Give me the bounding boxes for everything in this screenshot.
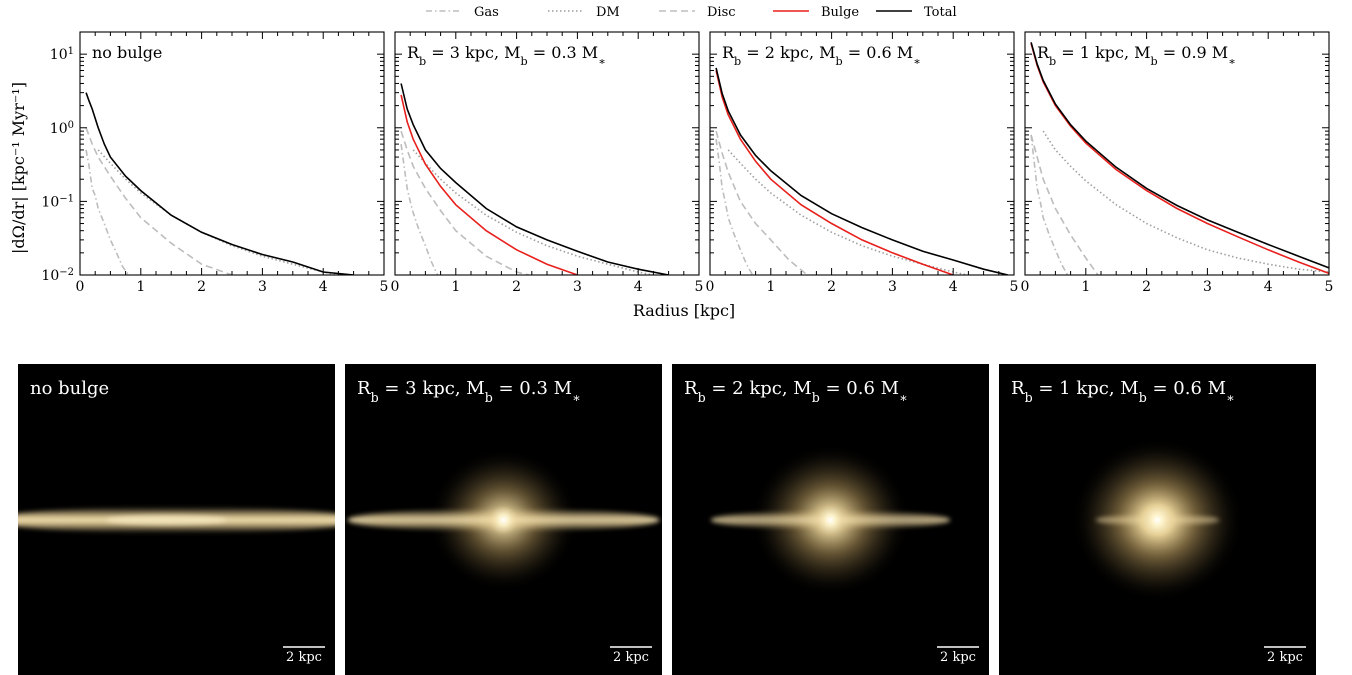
axes-frame (1024, 31, 1330, 276)
y-tick-label: 10−1 (41, 193, 74, 211)
series-total (715, 67, 1009, 275)
panel-label: Rb = 3 kpc, Mb = 0.3 M∗ (407, 43, 606, 68)
series-dm (1042, 130, 1329, 273)
x-tick-label: 0 (391, 279, 400, 295)
y-tick-label: 101 (50, 46, 74, 64)
x-tick-label: 1 (1081, 279, 1090, 295)
panel-curves (400, 83, 669, 275)
series-dm (412, 149, 657, 275)
legend-item-bulge: Bulge (773, 5, 859, 20)
series-bulge (400, 94, 578, 275)
x-tick-label: 2 (827, 279, 836, 295)
legend-label: Bulge (821, 5, 859, 20)
panel-label: Rb = 2 kpc, Mb = 0.6 M∗ (722, 43, 921, 68)
x-tick-label: 1 (766, 279, 775, 295)
series-gas (85, 149, 130, 275)
galaxy-image-2: Rb = 3 kpc, Mb = 0.3 M∗ 2 kpc (345, 364, 662, 675)
y-axis-label: |dΩ/dr| [kpc⁻¹ Myr⁻¹] (9, 82, 28, 254)
x-tick-label: 2 (512, 279, 521, 295)
galaxy-image-1: no bulge 2 kpc (18, 364, 335, 675)
panel-label: no bulge (92, 43, 162, 62)
series-disc (1030, 134, 1099, 275)
series-gas (400, 143, 439, 275)
series-disc (85, 127, 233, 275)
galaxy-core (1143, 506, 1172, 534)
x-axis-label: Radius [kpc] (633, 301, 735, 320)
series-gas (715, 139, 754, 275)
scale-bar-label: 2 kpc (1267, 650, 1303, 665)
series-gas (1030, 134, 1069, 275)
galaxy-core (816, 506, 845, 534)
legend-label: Gas (474, 5, 499, 20)
galaxy-image-3: Rb = 2 kpc, Mb = 0.6 M∗ 2 kpc (672, 364, 989, 675)
x-tick-label: 5 (1010, 279, 1019, 295)
series-dm (727, 149, 972, 275)
panel-curves (1030, 42, 1329, 275)
panel-1: 0 1 2 3 4 5 10−2 10−1 100 101 no bulge (41, 31, 389, 295)
galaxy-core (489, 506, 518, 534)
panel-3: 0 1 2 3 4 5 Rb = 2 kpc, Mb = 0.6 M∗ (706, 31, 1019, 295)
x-tick-label: 1 (451, 279, 460, 295)
axes-frame (394, 31, 700, 276)
series-disc (715, 130, 808, 275)
galaxy-core (106, 515, 227, 525)
legend-label: Total (924, 5, 957, 20)
legend-label: DM (596, 5, 620, 20)
image-label: no bulge (30, 378, 109, 399)
panel-2: 0 1 2 3 4 5 Rb = 3 kpc, Mb = 0.3 M∗ (391, 31, 704, 295)
axes-frame (79, 31, 385, 276)
legend-item-dm: DM (548, 5, 620, 20)
x-tick-label: 3 (258, 279, 267, 295)
legend-label: Disc (707, 5, 736, 20)
x-tick-label: 4 (1264, 279, 1273, 295)
series-bulge (715, 70, 954, 275)
y-tick-label: 100 (50, 119, 74, 137)
x-tick-label: 0 (706, 279, 715, 295)
x-tick-label: 5 (1325, 279, 1334, 295)
x-tick-label: 5 (695, 279, 704, 295)
series-total (85, 92, 354, 275)
legend-item-disc: Disc (659, 5, 736, 20)
galaxy-image-4: Rb = 1 kpc, Mb = 0.6 M∗ 2 kpc (999, 364, 1316, 675)
series-total (400, 83, 669, 275)
x-tick-label: 3 (573, 279, 582, 295)
x-tick-label: 0 (76, 279, 85, 295)
x-tick-label: 4 (634, 279, 643, 295)
scale-bar-label: 2 kpc (613, 650, 649, 665)
x-tick-label: 3 (888, 279, 897, 295)
image-label: Rb = 1 kpc, Mb = 0.6 M∗ (1011, 378, 1235, 405)
x-tick-label: 4 (949, 279, 958, 295)
x-tick-label: 2 (197, 279, 206, 295)
panel-4: 0 1 2 3 4 5 Rb = 1 kpc, Mb = 0.9 M∗ (1021, 31, 1334, 295)
legend: Gas DM Disc Bulge Total (426, 5, 957, 20)
panel-curves (85, 92, 354, 275)
axes-frame (709, 31, 1015, 276)
legend-item-gas: Gas (426, 5, 499, 20)
series-total (1030, 42, 1329, 269)
x-tick-label: 5 (380, 279, 389, 295)
galaxy-images: no bulge 2 kpc Rb = 3 kpc, Mb = 0.3 M∗ 2 kp… (18, 364, 1316, 675)
panel-curves (715, 67, 1009, 275)
x-tick-label: 1 (136, 279, 145, 295)
scale-bar-label: 2 kpc (286, 650, 322, 665)
x-tick-label: 4 (319, 279, 328, 295)
x-tick-label: 3 (1203, 279, 1212, 295)
x-tick-label: 2 (1142, 279, 1151, 295)
image-label: Rb = 2 kpc, Mb = 0.6 M∗ (684, 378, 908, 405)
panel-label: Rb = 1 kpc, Mb = 0.9 M∗ (1037, 43, 1236, 68)
series-disc (400, 130, 529, 275)
x-tick-label: 0 (1021, 279, 1030, 295)
image-label: Rb = 3 kpc, Mb = 0.3 M∗ (357, 378, 581, 405)
series-dm (97, 149, 342, 275)
legend-item-total: Total (876, 5, 957, 20)
scale-bar-label: 2 kpc (940, 650, 976, 665)
y-tick-label: 10−2 (41, 267, 74, 285)
